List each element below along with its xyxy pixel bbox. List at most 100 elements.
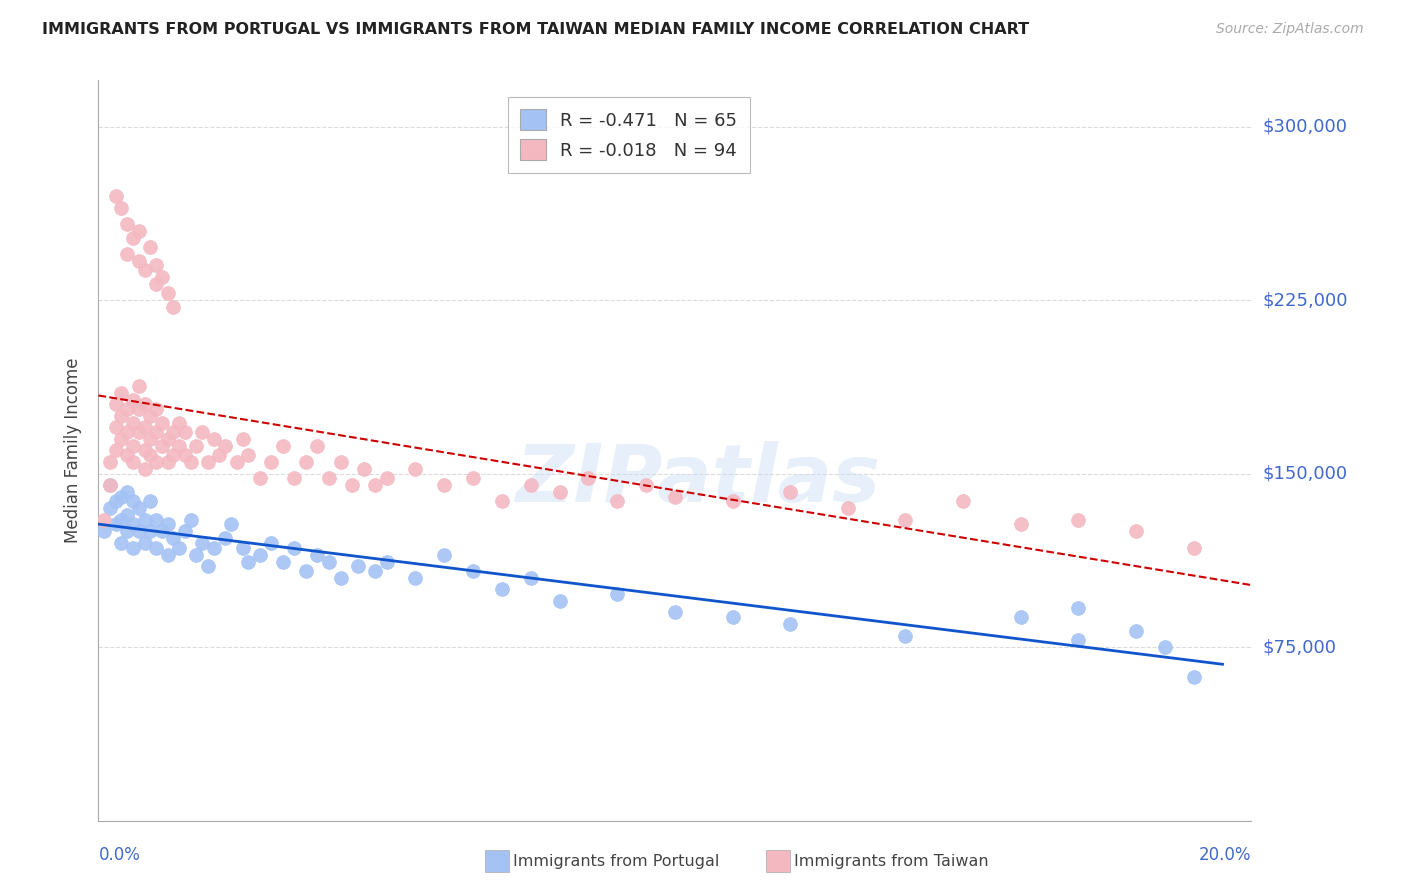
Point [260,455,283,469]
Point [162,532,184,546]
Point [122,439,145,453]
Point [117,401,139,416]
Point [202,541,225,555]
Text: Immigrants from Taiwan: Immigrants from Taiwan [794,855,988,869]
Point [664,606,686,620]
Point [117,425,139,439]
Point [156,286,179,301]
Text: $150,000: $150,000 [1263,465,1347,483]
Point [93,513,115,527]
Point [353,462,375,476]
Point [156,432,179,446]
Point [134,536,156,550]
Point [110,385,132,400]
Point [180,513,202,527]
Point [202,432,225,446]
Point [721,610,744,624]
Point [117,508,139,523]
Text: $225,000: $225,000 [1263,291,1348,309]
Point [122,416,145,430]
Point [139,524,162,539]
Point [145,455,167,469]
Legend: R = -0.471   N = 65, R = -0.018   N = 94: R = -0.471 N = 65, R = -0.018 N = 94 [508,96,749,173]
Text: Source: ZipAtlas.com: Source: ZipAtlas.com [1216,22,1364,37]
Text: 0.0%: 0.0% [98,846,141,863]
Point [104,420,127,434]
Point [231,541,254,555]
Point [520,478,543,492]
Point [1125,624,1147,638]
Point [186,548,208,562]
Point [1010,610,1032,624]
Point [104,494,127,508]
Point [191,425,214,439]
Text: ZIPatlas: ZIPatlas [516,441,880,519]
Point [150,416,173,430]
Point [110,201,132,215]
Point [110,409,132,423]
Point [134,263,156,277]
Point [433,478,456,492]
Point [122,455,145,469]
Point [122,494,145,508]
Text: Immigrants from Portugal: Immigrants from Portugal [513,855,720,869]
Text: $75,000: $75,000 [1263,638,1337,657]
Point [307,548,329,562]
Point [208,448,231,462]
Point [318,471,340,485]
Point [145,259,167,273]
Point [1182,541,1205,555]
Point [167,541,190,555]
Point [117,524,139,539]
Point [134,397,156,411]
Point [150,524,173,539]
Point [174,425,197,439]
Text: $300,000: $300,000 [1263,118,1347,136]
Point [110,536,132,550]
Point [340,478,363,492]
Point [664,490,686,504]
Point [128,224,150,238]
Point [186,439,208,453]
Point [283,471,305,485]
Point [191,536,214,550]
Point [122,392,145,407]
Point [139,432,162,446]
Point [145,541,167,555]
Point [375,471,398,485]
Point [104,189,127,203]
Point [461,471,484,485]
Point [167,416,190,430]
Point [375,554,398,569]
Point [249,471,271,485]
Point [779,485,801,500]
Point [150,439,173,453]
Point [433,548,456,562]
Point [1154,640,1177,654]
Point [197,559,219,574]
Point [110,490,132,504]
Point [214,439,236,453]
Point [145,277,167,291]
Point [636,478,658,492]
Point [128,501,150,516]
Point [405,571,427,585]
Point [150,269,173,284]
Point [578,471,600,485]
Point [238,554,260,569]
Point [128,253,150,268]
Point [606,494,628,508]
Point [93,524,115,539]
Point [134,462,156,476]
Point [231,432,254,446]
Point [145,513,167,527]
Point [346,559,368,574]
Point [174,448,197,462]
Point [295,564,318,578]
Point [128,401,150,416]
Point [162,448,184,462]
Point [197,455,219,469]
Point [238,448,260,462]
Point [156,517,179,532]
Point [139,240,162,254]
